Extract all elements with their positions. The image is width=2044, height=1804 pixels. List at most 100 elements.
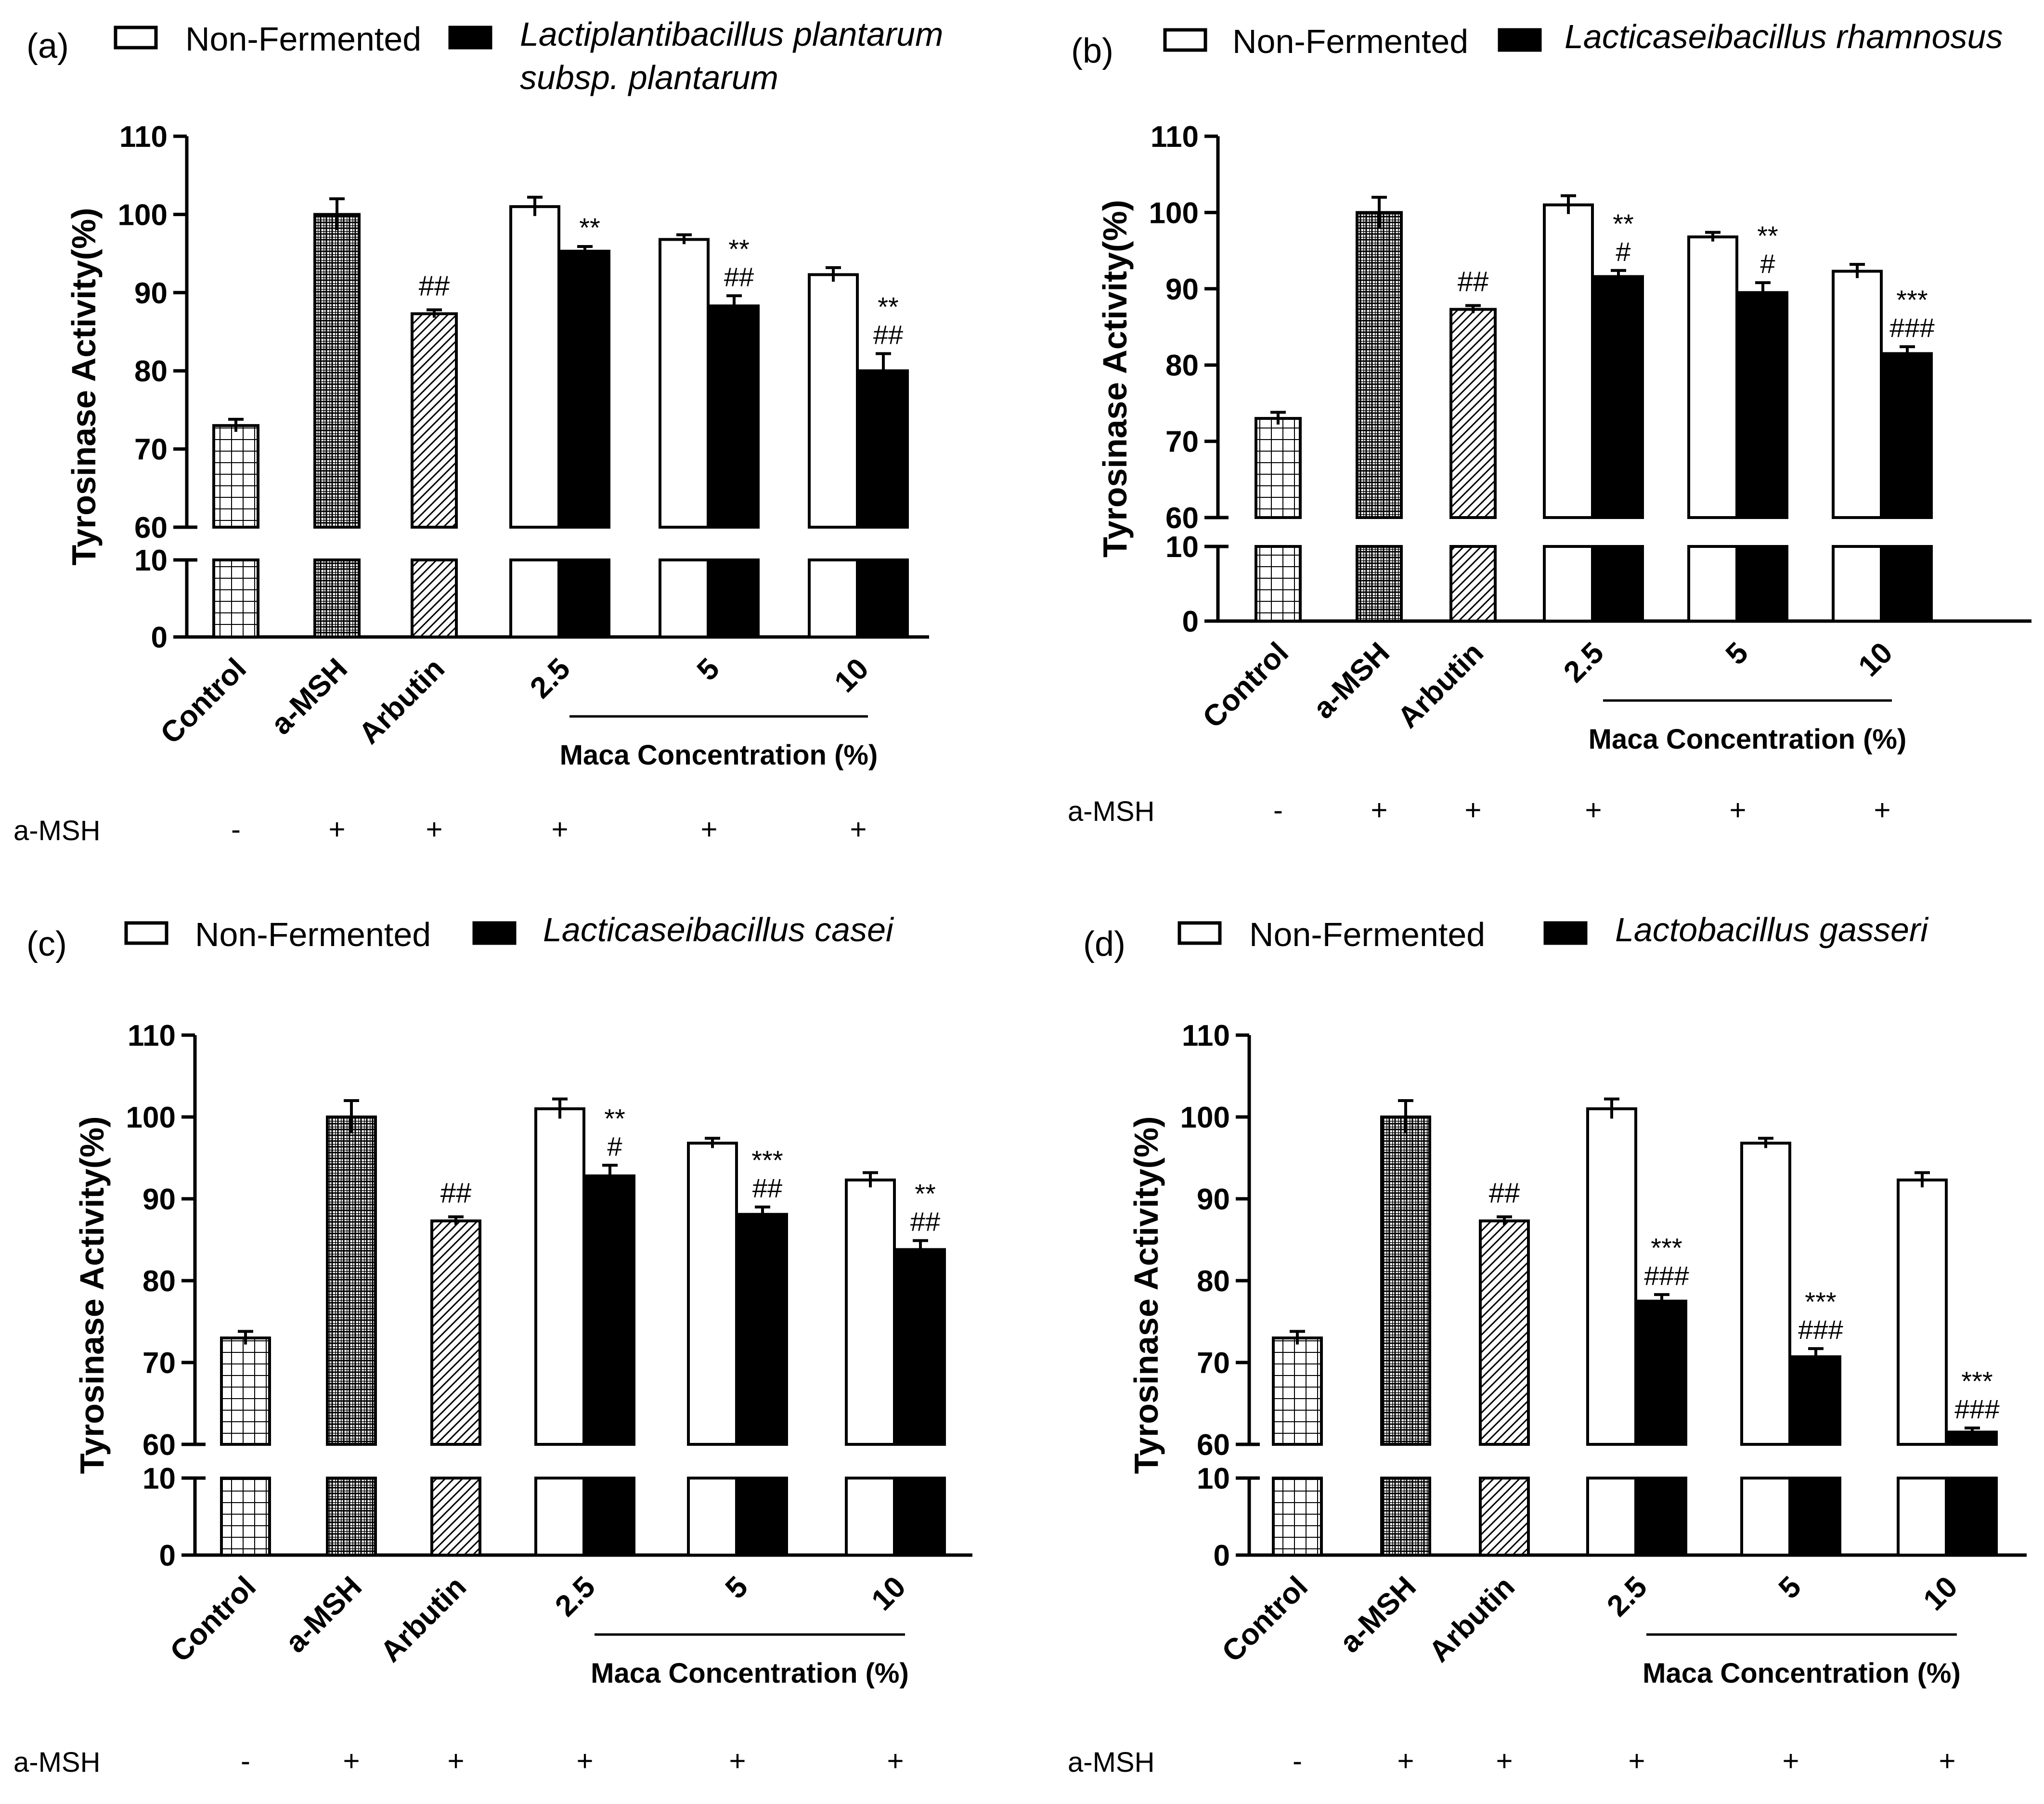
bar-break-gap [1894,1446,1950,1476]
bar-a-msh-lower [313,558,361,638]
x-tick-label: 2.5 [524,652,577,705]
y-tick-label: 80 [134,355,168,388]
bar-break-gap [218,1446,273,1476]
bar-break-gap [706,529,762,558]
legend-swatch-fermented [1498,28,1542,52]
bar-fermented-upper [709,304,760,529]
bar-fermented-upper [737,1213,788,1446]
bar-nonfermented-lower [808,558,859,638]
y-tick-label: 90 [1165,273,1199,306]
bar-break-gap [1591,519,1646,545]
significance-annotation: *** [1651,1233,1682,1263]
bar-break-gap [1829,519,1885,545]
msh-sign: + [343,1745,360,1777]
x-tick-label: Control [164,1570,262,1669]
bar-nonfermented-lower [659,558,710,638]
legend-swatch-nonfermented [124,921,168,945]
significance-annotation: ## [1458,266,1489,298]
significance-annotation: ** [1757,221,1778,251]
significance-annotation: ### [1954,1394,1999,1424]
x-tick-label: a-MSH [265,652,354,741]
msh-sign: + [551,813,568,845]
bar-fermented-lower [584,1477,635,1557]
x-group-label: Maca Concentration (%) [1589,724,1907,755]
bar-nonfermented-lower [1543,545,1594,623]
bar-nonfermented-lower [1586,1477,1637,1557]
bar-nonfermented-upper [1832,270,1883,519]
significance-annotation: ## [440,1177,472,1208]
msh-sign: + [447,1745,464,1777]
bar-break-gap [428,1446,484,1476]
y-tick-label: 100 [1180,1101,1230,1134]
bar-fermented-upper [1593,275,1644,519]
legend-swatch-nonfermented [114,26,158,50]
msh-sign: + [1874,794,1890,826]
y-tick-label: 10 [142,1462,176,1495]
significance-annotation: # [1760,248,1775,279]
y-axis-label: Tyrosinase Activity(%) [1127,1116,1165,1474]
x-tick-label: 2.5 [1601,1570,1654,1623]
bar-fermented-upper [1636,1299,1687,1446]
bar-fermented-lower [737,1477,788,1557]
bar-control-upper [220,1337,271,1446]
legend-swatch-fermented [472,921,517,945]
bar-break-gap [1540,519,1596,545]
bar-break-gap [311,529,363,558]
bar-nonfermented-upper [1586,1107,1637,1446]
msh-sign: + [1371,794,1387,826]
bar-nonfermented-upper [687,1142,738,1446]
panel-label: (c) [26,925,67,963]
legend-label-fermented: Lactobacillus gasseri [1615,911,1929,948]
x-tick-label: 2.5 [1557,636,1610,689]
legend-label-fermented: subsp. plantarum [520,59,778,96]
bar-break-gap [855,529,911,558]
panel-label: (a) [26,27,69,65]
y-tick-label: 0 [151,621,168,654]
bar-control-upper [1255,417,1302,519]
msh-sign: + [1496,1745,1513,1777]
bar-break-gap [582,1446,638,1476]
msh-sign: + [850,813,867,845]
bar-arbutin-lower [430,1477,481,1557]
significance-annotation: ### [1889,312,1934,343]
bar-nonfermented-upper [845,1178,896,1446]
significance-annotation: ## [419,271,450,302]
x-tick-label: a-MSH [1333,1570,1423,1659]
bar-break-gap [685,1446,740,1476]
y-tick-label: 60 [142,1428,176,1462]
bar-control-lower [1255,545,1302,623]
bar-fermented-upper [895,1248,946,1446]
significance-annotation: # [1616,236,1630,267]
x-tick-label: Control [1196,636,1295,735]
significance-annotation: ** [728,234,750,264]
bar-break-gap [1735,519,1791,545]
y-tick-label: 110 [128,1019,176,1052]
legend-label-nonfermented: Non-Fermented [195,916,431,953]
y-tick-label: 90 [1197,1183,1230,1216]
bar-nonfermented-upper [808,273,859,529]
bar-a-msh-lower [1380,1477,1431,1557]
legend-swatch-nonfermented [1163,28,1207,52]
significance-annotation: ** [579,212,600,243]
bar-fermented-upper [1947,1430,1998,1446]
legend-label-nonfermented: Non-Fermented [1232,23,1468,60]
x-tick-label: 2.5 [549,1570,602,1623]
bar-fermented-upper [1737,291,1788,519]
bar-break-gap [1634,1446,1690,1476]
bar-fermented-lower [1882,545,1933,623]
y-tick-label: 0 [1182,605,1199,638]
msh-sign: + [1939,1745,1955,1777]
legend-label-fermented: Lacticaseibacillus casei [543,911,894,948]
bar-break-gap [1584,1446,1640,1476]
msh-sign: + [328,813,345,845]
bar-fermented-lower [858,558,909,638]
significance-annotation: ## [910,1207,940,1237]
bar-fermented-upper [1790,1355,1841,1446]
bar-arbutin-lower [411,558,458,638]
legend-label-fermented: Lactiplantibacillus plantarum [520,15,943,53]
x-tick-label: 10 [1852,636,1899,683]
y-tick-label: 70 [1197,1347,1230,1380]
bar-break-gap [1252,519,1304,545]
x-tick-label: 5 [1772,1570,1808,1605]
